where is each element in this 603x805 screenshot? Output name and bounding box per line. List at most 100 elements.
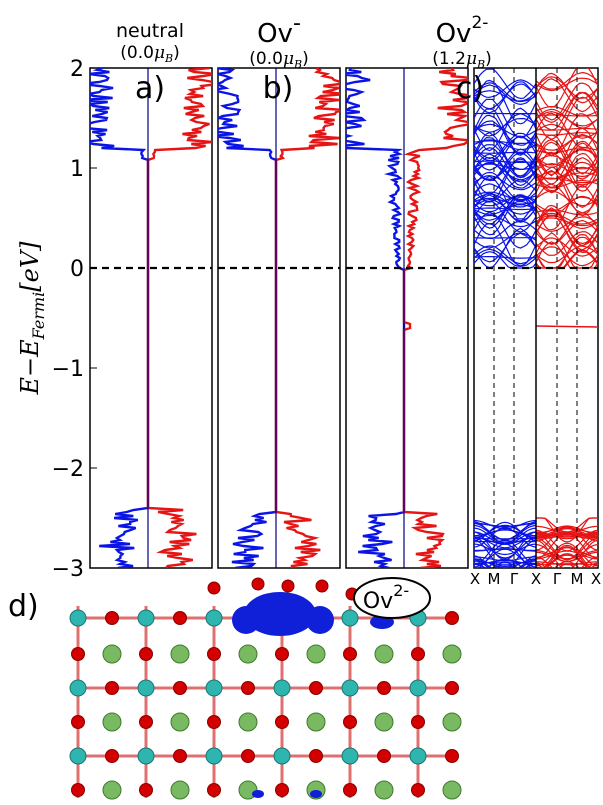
y-tick-label: 2 [70, 57, 84, 82]
isosurface-lobe [310, 790, 322, 798]
y-tick-label: 1 [70, 157, 84, 182]
isosurface-lobe [232, 606, 260, 634]
sr-atom [171, 713, 189, 731]
o-atom [344, 784, 357, 797]
k-tick-label: M [488, 570, 501, 588]
sr-atom [375, 713, 393, 731]
ti-atom [206, 610, 222, 626]
o-atom [344, 716, 357, 729]
o-atom [174, 682, 187, 695]
o-atom [140, 784, 153, 797]
ti-atom [206, 748, 222, 764]
o-atom [208, 784, 221, 797]
ti-atom [410, 680, 426, 696]
sr-atom [307, 713, 325, 731]
o-atom [252, 578, 264, 590]
plot-area [81, 64, 598, 587]
y-label-sub: Fermi [29, 292, 48, 341]
o-atom [310, 682, 323, 695]
ti-atom [342, 610, 358, 626]
o-atom [378, 750, 391, 763]
ti-atom [70, 680, 86, 696]
band-line [474, 568, 536, 576]
ti-atom [138, 748, 154, 764]
sr-atom [103, 645, 121, 663]
isosurface-lobe [252, 790, 264, 798]
k-tick-label: X [470, 570, 480, 588]
panel-a-title: neutral [116, 20, 184, 42]
sr-atom [239, 645, 257, 663]
o-atom [174, 612, 187, 625]
o-atom [446, 682, 459, 695]
bond-network [78, 606, 458, 798]
sr-atom [375, 781, 393, 799]
o-atom [242, 750, 255, 763]
k-tick-label: Γ [553, 570, 562, 588]
o-atom [276, 648, 289, 661]
y-tick-label: −3 [52, 557, 84, 582]
o-atom [72, 784, 85, 797]
o-atom [446, 750, 459, 763]
sr-atom [375, 645, 393, 663]
sr-atom [103, 781, 121, 799]
o-atom [412, 648, 425, 661]
o-atom [446, 612, 459, 625]
sr-atom [443, 645, 461, 663]
o-atom [208, 716, 221, 729]
y-tick-label: −1 [52, 357, 84, 382]
o-atom [282, 580, 294, 592]
o-atom [242, 682, 255, 695]
o-atom [412, 784, 425, 797]
sr-atom [171, 645, 189, 663]
o-atom [208, 648, 221, 661]
o-atom [140, 648, 153, 661]
gap-state-band [536, 326, 598, 327]
ti-atom [70, 748, 86, 764]
sr-atom [443, 781, 461, 799]
panel-c-letter: c) [456, 71, 484, 106]
y-label-prefix: E−E [16, 339, 44, 396]
k-tick-label: Γ [510, 570, 519, 588]
k-tick-label: X [531, 570, 541, 588]
o-atom [208, 582, 220, 594]
sr-atom [171, 781, 189, 799]
panel-c-title: Ov2- [436, 13, 489, 49]
panel-b-letter: b) [263, 71, 294, 106]
sr-atom [239, 713, 257, 731]
ti-atom [70, 610, 86, 626]
o-atom [174, 750, 187, 763]
panel-title-c: Ov2- (1.2μB) [432, 13, 491, 71]
sr-atom [307, 645, 325, 663]
band-line [474, 541, 536, 542]
dos-panel-2 [335, 68, 476, 568]
k-tick-label: M [571, 570, 584, 588]
o-atom [412, 716, 425, 729]
o-atom [378, 682, 391, 695]
o-atom [106, 750, 119, 763]
o-atom [344, 648, 357, 661]
k-tick-label: X [591, 570, 601, 588]
vacancy-label: Ov2- [354, 578, 430, 618]
panel-a-letter: a) [135, 71, 165, 106]
sr-atom [103, 713, 121, 731]
svg-text:E−EFermi[eV]: E−EFermi[eV] [16, 241, 48, 396]
ti-atom [342, 748, 358, 764]
ti-atom [410, 748, 426, 764]
dos-panel-1 [211, 68, 346, 568]
band-line [536, 569, 598, 577]
panel-a-moment: (0.0μB) [120, 43, 179, 65]
o-atom [316, 580, 328, 592]
ti-atom [274, 748, 290, 764]
o-atom [106, 682, 119, 695]
sr-atom [443, 713, 461, 731]
o-atom [72, 716, 85, 729]
y-tick-label: 0 [70, 257, 84, 282]
o-atom [72, 648, 85, 661]
o-atom [310, 750, 323, 763]
ti-atom [274, 680, 290, 696]
o-atom [106, 612, 119, 625]
ti-atom [138, 680, 154, 696]
o-atom [276, 784, 289, 797]
